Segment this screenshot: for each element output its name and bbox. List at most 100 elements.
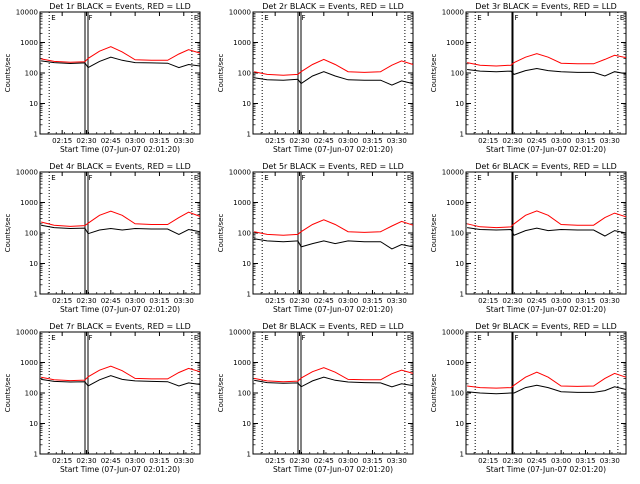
series-line-events [41,224,201,235]
chart-svg: Det 2r BLACK = Events, RED = LLD 1 10 100 10… [217,2,414,154]
x-tick-label: 03:15 [575,457,595,465]
x-tick-label: 02:45 [527,297,547,305]
chart-svg: Det 4r BLACK = Events, RED = LLD 1 10 100 10… [4,162,201,314]
y-tick-label: 10 [29,420,38,428]
marker-label: F [514,334,518,342]
x-tick-label: 03:00 [338,457,358,465]
y-axis-label: Counts/sec [4,54,12,93]
chart-panel: Det 2r BLACK = Events, RED = LLD 1 10 100 10… [213,0,426,164]
y-tick-label: 100 [238,70,251,78]
y-tick-label: 10000 [229,9,251,17]
marker-label: E [194,174,198,182]
x-tick-label: 03:15 [362,297,382,305]
x-tick-label: 02:45 [314,137,334,145]
x-tick-label: 02:30 [76,297,96,305]
y-tick-label: 1 [247,291,251,299]
marker-label: E [620,174,624,182]
x-axis-label: Start Time (07-Jun-07 02:01:20) [486,145,606,154]
x-axis-label: Start Time (07-Jun-07 02:01:20) [486,465,606,474]
y-axis-label: Counts/sec [430,54,438,93]
series-line-events [41,375,201,387]
x-tick-label: 03:30 [387,297,407,305]
chart-svg: Det 8r BLACK = Events, RED = LLD 1 10 100 10… [217,322,414,474]
y-tick-label: 10 [242,100,251,108]
y-tick-label: 10000 [442,169,464,177]
x-tick-label: 03:30 [387,137,407,145]
marker-label: F [301,334,305,342]
y-tick-label: 100 [25,390,38,398]
chart-panel: Det 5r BLACK = Events, RED = LLD 1 10 100 10… [213,160,426,324]
y-tick-label: 100 [25,230,38,238]
series-line-events [254,71,414,86]
chart-title: Det 1r BLACK = Events, RED = LLD [49,2,191,11]
y-tick-label: 100 [451,390,464,398]
x-tick-label: 02:15 [478,297,498,305]
y-tick-label: 10000 [442,9,464,17]
y-tick-label: 1 [247,131,251,139]
x-tick-label: 02:30 [289,457,309,465]
marker-label: E [264,14,268,22]
y-axis-label: Counts/sec [430,214,438,253]
x-tick-label: 02:45 [527,457,547,465]
x-tick-label: 02:15 [265,297,285,305]
x-tick-label: 02:15 [52,297,72,305]
y-tick-label: 10 [455,100,464,108]
marker-label: E [477,334,481,342]
marker-label: F [88,334,92,342]
x-tick-label: 02:15 [52,137,72,145]
plot-frame [252,171,414,295]
series-line-events [467,227,627,237]
series-line-lld [254,367,414,383]
series-line-lld [467,371,627,389]
x-tick-label: 03:00 [125,297,145,305]
chart-title: Det 7r BLACK = Events, RED = LLD [49,322,191,331]
marker-label: E [51,14,55,22]
x-tick-label: 02:45 [101,457,121,465]
series-line-events [467,67,627,77]
y-tick-label: 100 [451,230,464,238]
chart-svg: Det 9r BLACK = Events, RED = LLD 1 10 100 10… [430,322,627,474]
chart-svg: Det 6r BLACK = Events, RED = LLD 1 10 100 10… [430,162,627,314]
y-tick-label: 100 [451,70,464,78]
series-line-lld [467,53,627,67]
marker-label: E [51,334,55,342]
x-tick-label: 03:30 [174,137,194,145]
x-tick-label: 03:00 [338,137,358,145]
chart-title: Det 9r BLACK = Events, RED = LLD [475,322,617,331]
x-tick-label: 03:15 [362,137,382,145]
x-tick-label: 03:30 [600,297,620,305]
x-axis-label: Start Time (07-Jun-07 02:01:20) [60,465,180,474]
marker-label: E [407,174,411,182]
marker-label: E [620,334,624,342]
y-tick-label: 10 [242,420,251,428]
y-tick-label: 1000 [446,359,464,367]
x-tick-label: 03:30 [600,457,620,465]
x-axis-label: Start Time (07-Jun-07 02:01:20) [486,305,606,314]
x-tick-label: 02:45 [101,297,121,305]
y-tick-label: 100 [238,390,251,398]
plot-frame [39,11,201,135]
y-tick-label: 1 [247,451,251,459]
x-tick-label: 02:30 [502,297,522,305]
chart-title: Det 3r BLACK = Events, RED = LLD [475,2,617,11]
plot-frame [465,11,627,135]
x-axis-label: Start Time (07-Jun-07 02:01:20) [273,145,393,154]
series-line-lld [40,210,201,227]
marker-label: F [301,14,305,22]
series-line-lld [253,58,414,76]
x-tick-label: 03:15 [362,457,382,465]
y-axis-label: Counts/sec [217,54,225,93]
x-tick-label: 02:30 [289,297,309,305]
y-tick-label: 10000 [229,169,251,177]
x-tick-label: 02:45 [314,297,334,305]
chart-panel: Det 7r BLACK = Events, RED = LLD 1 10 100 10… [0,320,213,484]
marker-label: E [477,14,481,22]
marker-label: E [477,174,481,182]
x-tick-label: 03:30 [174,297,194,305]
y-axis-label: Counts/sec [430,374,438,413]
marker-label: F [514,14,518,22]
series-line-lld [466,210,627,229]
y-tick-label: 1000 [446,39,464,47]
marker-label: F [301,174,305,182]
